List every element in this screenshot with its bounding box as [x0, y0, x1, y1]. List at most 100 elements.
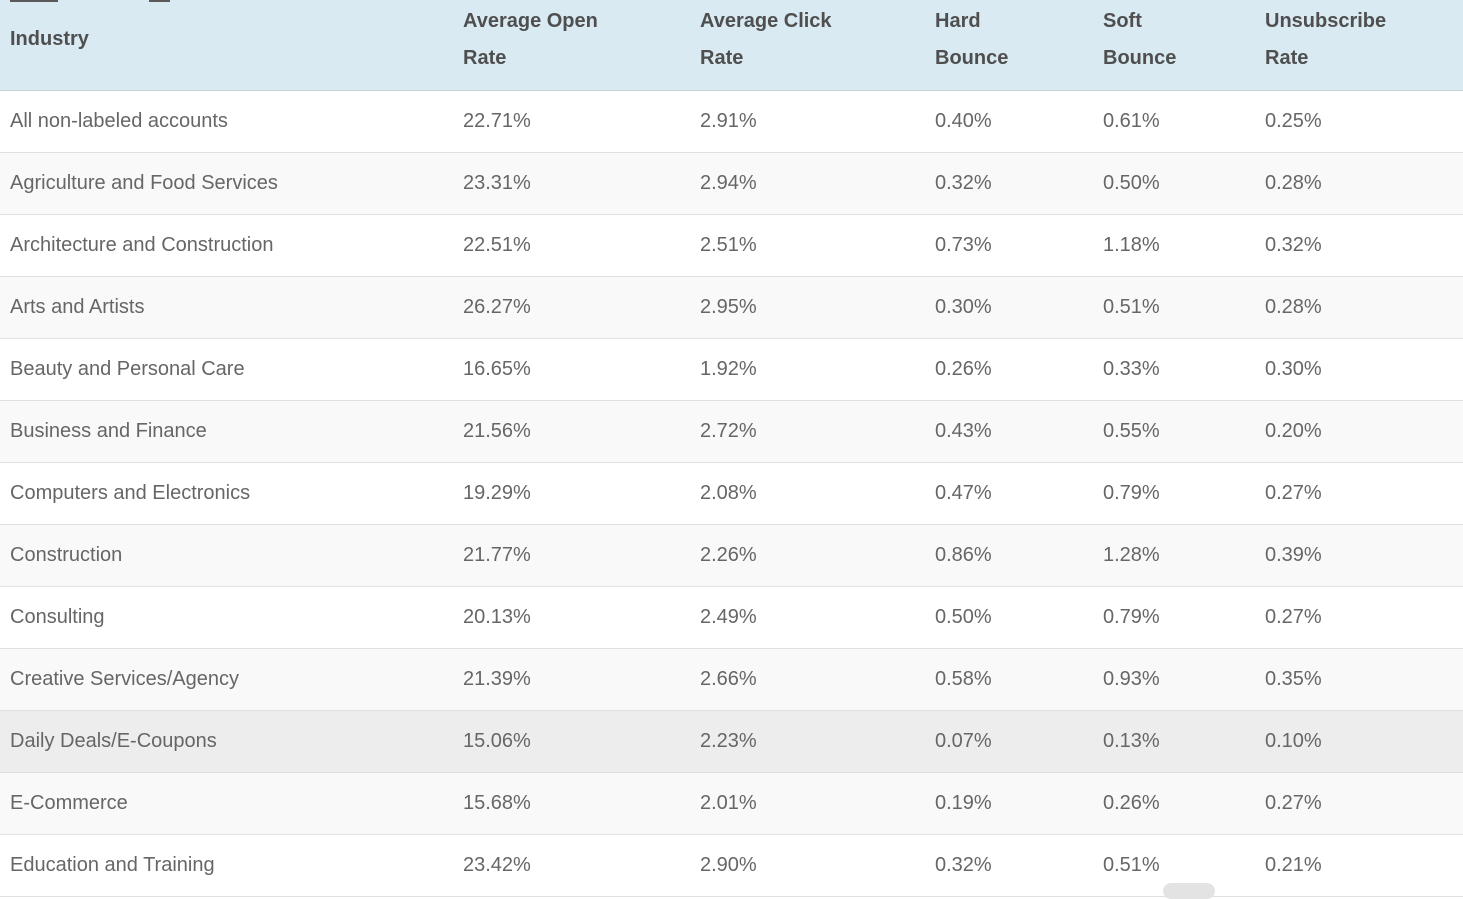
- value-cell: 0.07%: [925, 710, 1093, 773]
- value-cell: 23.31%: [453, 152, 690, 215]
- table-row: Architecture and Construction 22.51% 2.51%…: [0, 214, 1463, 277]
- industry-cell: Creative Services/Agency: [0, 648, 453, 711]
- value-cell: 0.20%: [1255, 400, 1463, 463]
- table-header: Industry Average Open Rate Average Click…: [0, 0, 1463, 91]
- column-header-hard-bounce: Hard Bounce: [925, 0, 1093, 91]
- value-cell: 0.32%: [925, 152, 1093, 215]
- industry-cell: Daily Deals/E-Coupons: [0, 710, 453, 773]
- value-cell: 0.73%: [925, 214, 1093, 277]
- industry-cell: Construction: [0, 524, 453, 587]
- clipped-top-text-artifact: [10, 0, 58, 2]
- value-cell: 0.26%: [925, 338, 1093, 401]
- value-cell: 2.94%: [690, 152, 925, 215]
- column-header-industry: Industry: [0, 0, 453, 91]
- table-row: Arts and Artists 26.27% 2.95% 0.30% 0.51% 0.2…: [0, 276, 1463, 339]
- value-cell: 1.18%: [1093, 214, 1255, 277]
- value-cell: 1.28%: [1093, 524, 1255, 587]
- value-cell: 0.79%: [1093, 462, 1255, 525]
- value-cell: 2.49%: [690, 586, 925, 649]
- value-cell: 0.30%: [1255, 338, 1463, 401]
- value-cell: 0.55%: [1093, 400, 1255, 463]
- value-cell: 0.39%: [1255, 524, 1463, 587]
- value-cell: 0.19%: [925, 772, 1093, 835]
- value-cell: 21.56%: [453, 400, 690, 463]
- value-cell: 0.58%: [925, 648, 1093, 711]
- value-cell: 16.65%: [453, 338, 690, 401]
- value-cell: 22.51%: [453, 214, 690, 277]
- industry-cell: Architecture and Construction: [0, 214, 453, 277]
- table-row: All non-labeled accounts 22.71% 2.91% 0.40%…: [0, 90, 1463, 153]
- value-cell: 0.27%: [1255, 462, 1463, 525]
- industry-cell: Arts and Artists: [0, 276, 453, 339]
- column-header-average-open-rate: Average Open Rate: [453, 0, 690, 91]
- value-cell: 0.40%: [925, 90, 1093, 153]
- value-cell: 0.13%: [1093, 710, 1255, 773]
- value-cell: 15.68%: [453, 772, 690, 835]
- industry-cell: E-Commerce: [0, 772, 453, 835]
- industry-cell: Beauty and Personal Care: [0, 338, 453, 401]
- value-cell: 0.35%: [1255, 648, 1463, 711]
- table-row: Beauty and Personal Care 16.65% 1.92% 0.26%…: [0, 338, 1463, 401]
- value-cell: 0.61%: [1093, 90, 1255, 153]
- industry-cell: Education and Training: [0, 834, 453, 897]
- value-cell: 2.91%: [690, 90, 925, 153]
- value-cell: 0.43%: [925, 400, 1093, 463]
- value-cell: 26.27%: [453, 276, 690, 339]
- table-row: E-Commerce 15.68% 2.01% 0.19% 0.26% 0.27%: [0, 772, 1463, 835]
- value-cell: 0.10%: [1255, 710, 1463, 773]
- table-row: Education and Training 23.42% 2.90% 0.32% 0.…: [0, 834, 1463, 897]
- header-row: Industry Average Open Rate Average Click…: [0, 0, 1463, 91]
- value-cell: 2.51%: [690, 214, 925, 277]
- value-cell: 2.26%: [690, 524, 925, 587]
- value-cell: 0.50%: [1093, 152, 1255, 215]
- industry-cell: Computers and Electronics: [0, 462, 453, 525]
- table-row: Business and Finance 21.56% 2.72% 0.43% 0.55…: [0, 400, 1463, 463]
- value-cell: 0.32%: [925, 834, 1093, 897]
- value-cell: 0.30%: [925, 276, 1093, 339]
- value-cell: 0.93%: [1093, 648, 1255, 711]
- value-cell: 0.28%: [1255, 152, 1463, 215]
- value-cell: 2.23%: [690, 710, 925, 773]
- industry-cell: Consulting: [0, 586, 453, 649]
- value-cell: 2.90%: [690, 834, 925, 897]
- value-cell: 23.42%: [453, 834, 690, 897]
- industry-cell: Business and Finance: [0, 400, 453, 463]
- column-header-unsubscribe-rate: Unsubscribe Rate: [1255, 0, 1463, 91]
- value-cell: 0.27%: [1255, 772, 1463, 835]
- value-cell: 21.39%: [453, 648, 690, 711]
- industry-cell: Agriculture and Food Services: [0, 152, 453, 215]
- value-cell: 2.66%: [690, 648, 925, 711]
- value-cell: 15.06%: [453, 710, 690, 773]
- table-row: Creative Services/Agency 21.39% 2.66% 0.58%…: [0, 648, 1463, 711]
- value-cell: 0.28%: [1255, 276, 1463, 339]
- column-header-soft-bounce: Soft Bounce: [1093, 0, 1255, 91]
- table-row: Agriculture and Food Services 23.31% 2.94%…: [0, 152, 1463, 215]
- value-cell: 0.51%: [1093, 276, 1255, 339]
- value-cell: 0.26%: [1093, 772, 1255, 835]
- value-cell: 0.86%: [925, 524, 1093, 587]
- value-cell: 0.79%: [1093, 586, 1255, 649]
- value-cell: 22.71%: [453, 90, 690, 153]
- value-cell: 21.77%: [453, 524, 690, 587]
- column-header-average-click-rate: Average Click Rate: [690, 0, 925, 91]
- value-cell: 0.50%: [925, 586, 1093, 649]
- value-cell: 2.95%: [690, 276, 925, 339]
- value-cell: 0.47%: [925, 462, 1093, 525]
- value-cell: 0.27%: [1255, 586, 1463, 649]
- value-cell: 0.21%: [1255, 834, 1463, 897]
- value-cell: 0.25%: [1255, 90, 1463, 153]
- value-cell: 2.08%: [690, 462, 925, 525]
- value-cell: 0.32%: [1255, 214, 1463, 277]
- table-row: Consulting 20.13% 2.49% 0.50% 0.79% 0.27%: [0, 586, 1463, 649]
- value-cell: 1.92%: [690, 338, 925, 401]
- table-row: Computers and Electronics 19.29% 2.08% 0.47…: [0, 462, 1463, 525]
- table-row: Construction 21.77% 2.26% 0.86% 1.28% 0.39%: [0, 524, 1463, 587]
- value-cell: 2.72%: [690, 400, 925, 463]
- value-cell: 20.13%: [453, 586, 690, 649]
- industry-cell: All non-labeled accounts: [0, 90, 453, 153]
- table-row: Daily Deals/E-Coupons 15.06% 2.23% 0.07% 0.1…: [0, 710, 1463, 773]
- value-cell: 2.01%: [690, 772, 925, 835]
- value-cell: 19.29%: [453, 462, 690, 525]
- table-body: All non-labeled accounts 22.71% 2.91% 0.40%…: [0, 90, 1463, 897]
